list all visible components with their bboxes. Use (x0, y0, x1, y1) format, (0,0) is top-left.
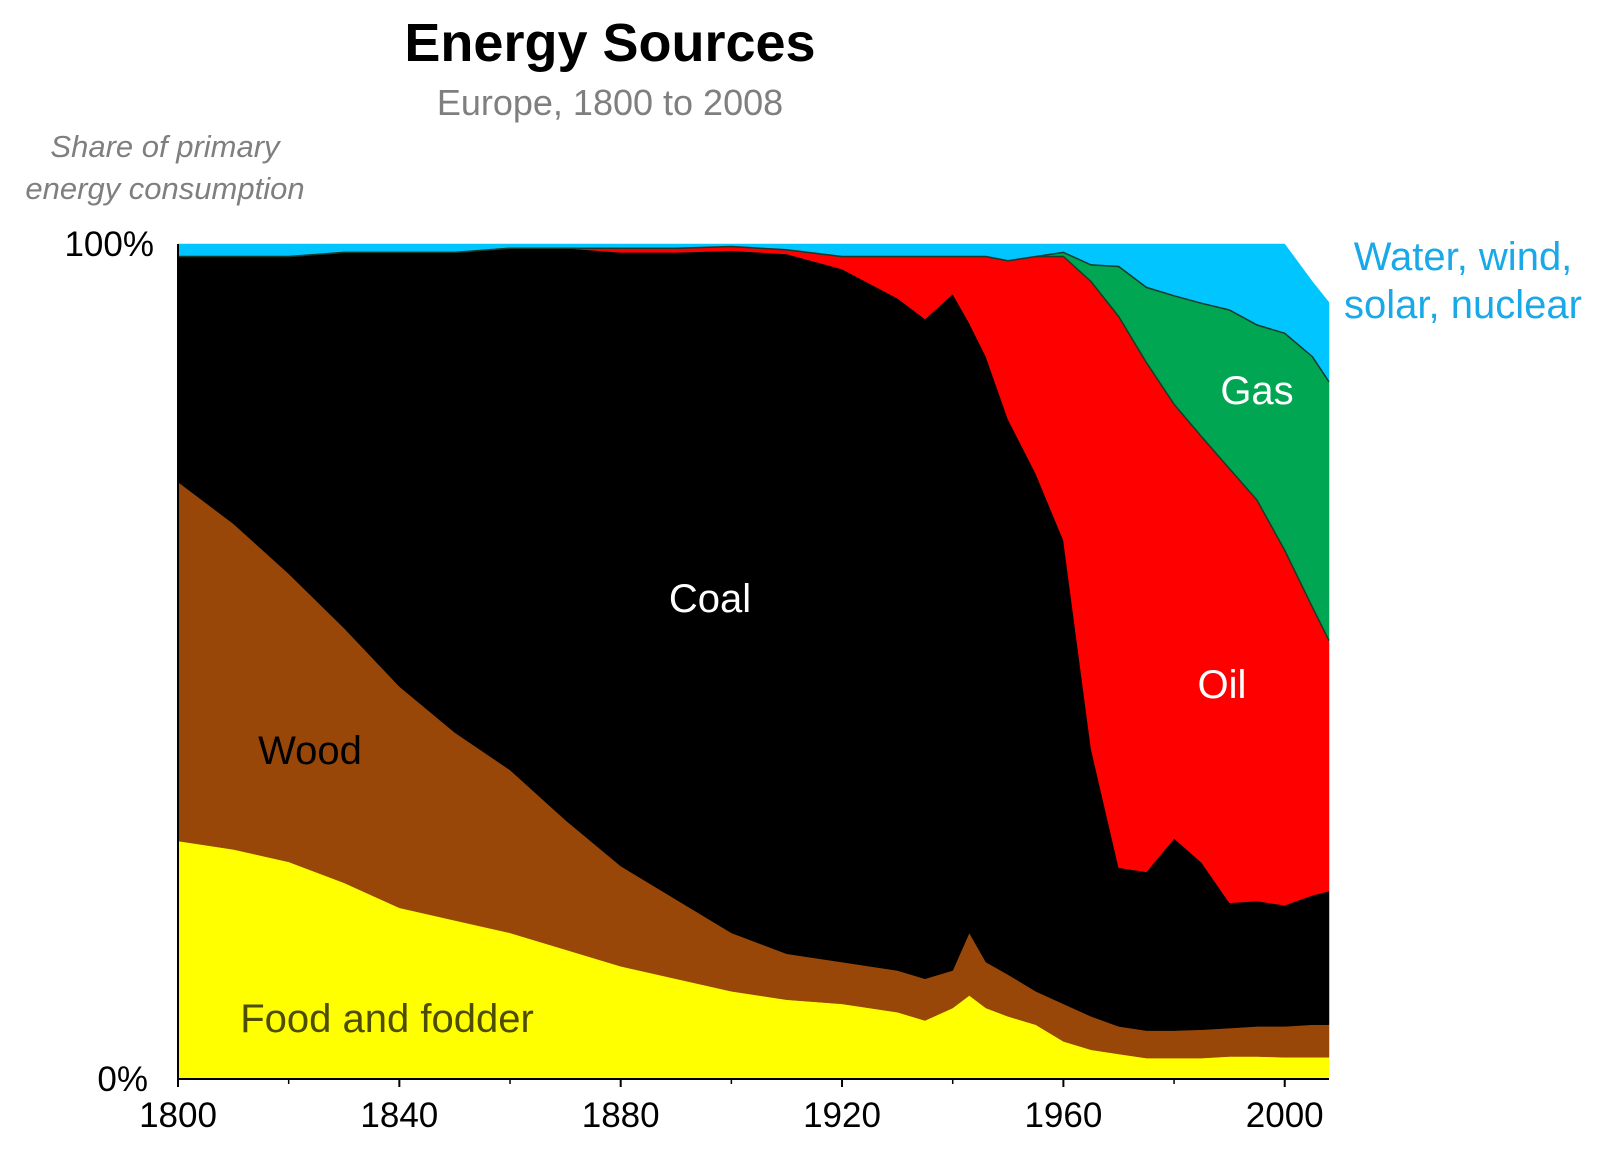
x-tick-label-1800: 1800 (139, 1096, 217, 1135)
x-tick-label-1840: 1840 (360, 1096, 438, 1135)
chart-title: Energy Sources (404, 13, 816, 73)
boundary-line-water-wind-solar-nuclear (178, 245, 1330, 383)
series-label-wood: Wood (258, 729, 362, 773)
series-label-water-wind-solar-nuclear: Water, wind, solar, nuclear (1344, 235, 1582, 327)
series-label-line: solar, nuclear (1344, 283, 1582, 327)
series-label-gas: Gas (1220, 369, 1293, 413)
x-tick-label-1920: 1920 (803, 1096, 881, 1135)
series-label-oil: Oil (1198, 663, 1247, 707)
series-label-line: Water, wind, (1354, 235, 1573, 279)
series-label-food-and-fodder: Food and fodder (240, 997, 534, 1041)
y-axis-label: Share of primary energy consumption (25, 129, 305, 206)
x-tick-label-1960: 1960 (1024, 1096, 1102, 1135)
x-tick-label-2000: 2000 (1246, 1096, 1324, 1135)
y-tick-label-100: 100% (64, 225, 154, 264)
x-tick-label-1880: 1880 (582, 1096, 660, 1135)
chart-subtitle: Europe, 1800 to 2008 (436, 82, 784, 123)
series-label-coal: Coal (669, 577, 751, 621)
y-tick-label-0: 0% (97, 1060, 148, 1099)
